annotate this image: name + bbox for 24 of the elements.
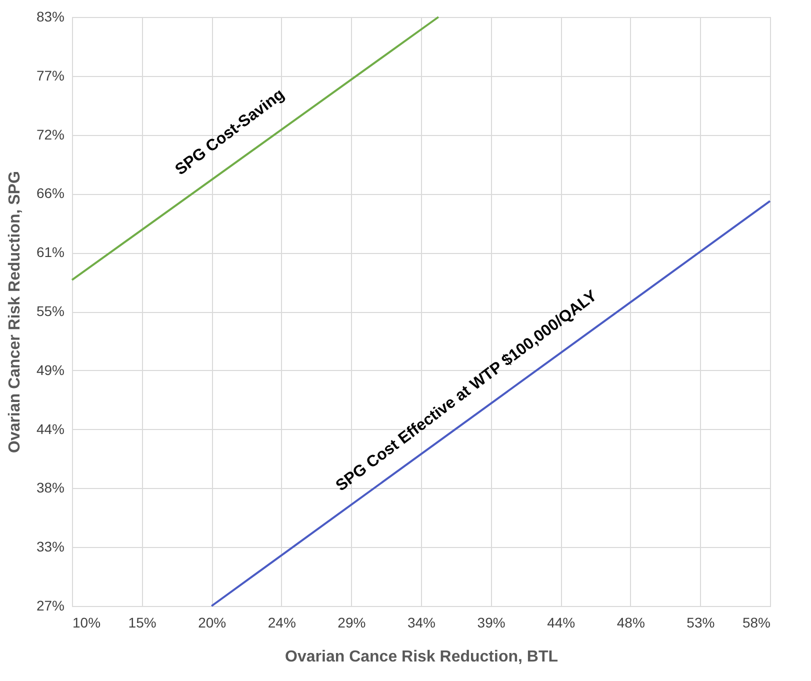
x-tick-label: 10%	[72, 614, 101, 630]
y-tick-label: 49%	[36, 362, 64, 378]
y-tick-label: 66%	[36, 185, 64, 202]
y-tick-label: 33%	[36, 538, 64, 555]
y-axis-title: Ovarian Cancer Risk Reduction, SPG	[6, 171, 24, 453]
y-tick-label: 38%	[36, 480, 64, 496]
y-tick-label: 83%	[36, 8, 64, 24]
x-tick-label: 48%	[616, 614, 645, 630]
x-tick-label: 24%	[268, 614, 296, 630]
y-tick-label: 27%	[36, 598, 64, 614]
y-tick-label: 44%	[36, 420, 64, 437]
x-tick-label: 44%	[547, 614, 576, 630]
y-tick-label: 77%	[36, 67, 64, 84]
y-tick-label: 55%	[36, 303, 64, 319]
x-tick-label: 15%	[128, 614, 156, 630]
y-tick-label: 72%	[36, 126, 64, 142]
x-tick-label: 39%	[477, 614, 506, 630]
x-tick-label: 29%	[338, 614, 366, 630]
x-tick-label: 34%	[407, 614, 436, 630]
x-tick-label: 20%	[198, 614, 226, 630]
y-tick-label: 61%	[36, 244, 64, 260]
x-axis-title: Ovarian Cance Risk Reduction, BTL	[285, 648, 558, 666]
x-tick-label: 53%	[686, 614, 715, 630]
x-tick-label: 58%	[742, 614, 770, 630]
